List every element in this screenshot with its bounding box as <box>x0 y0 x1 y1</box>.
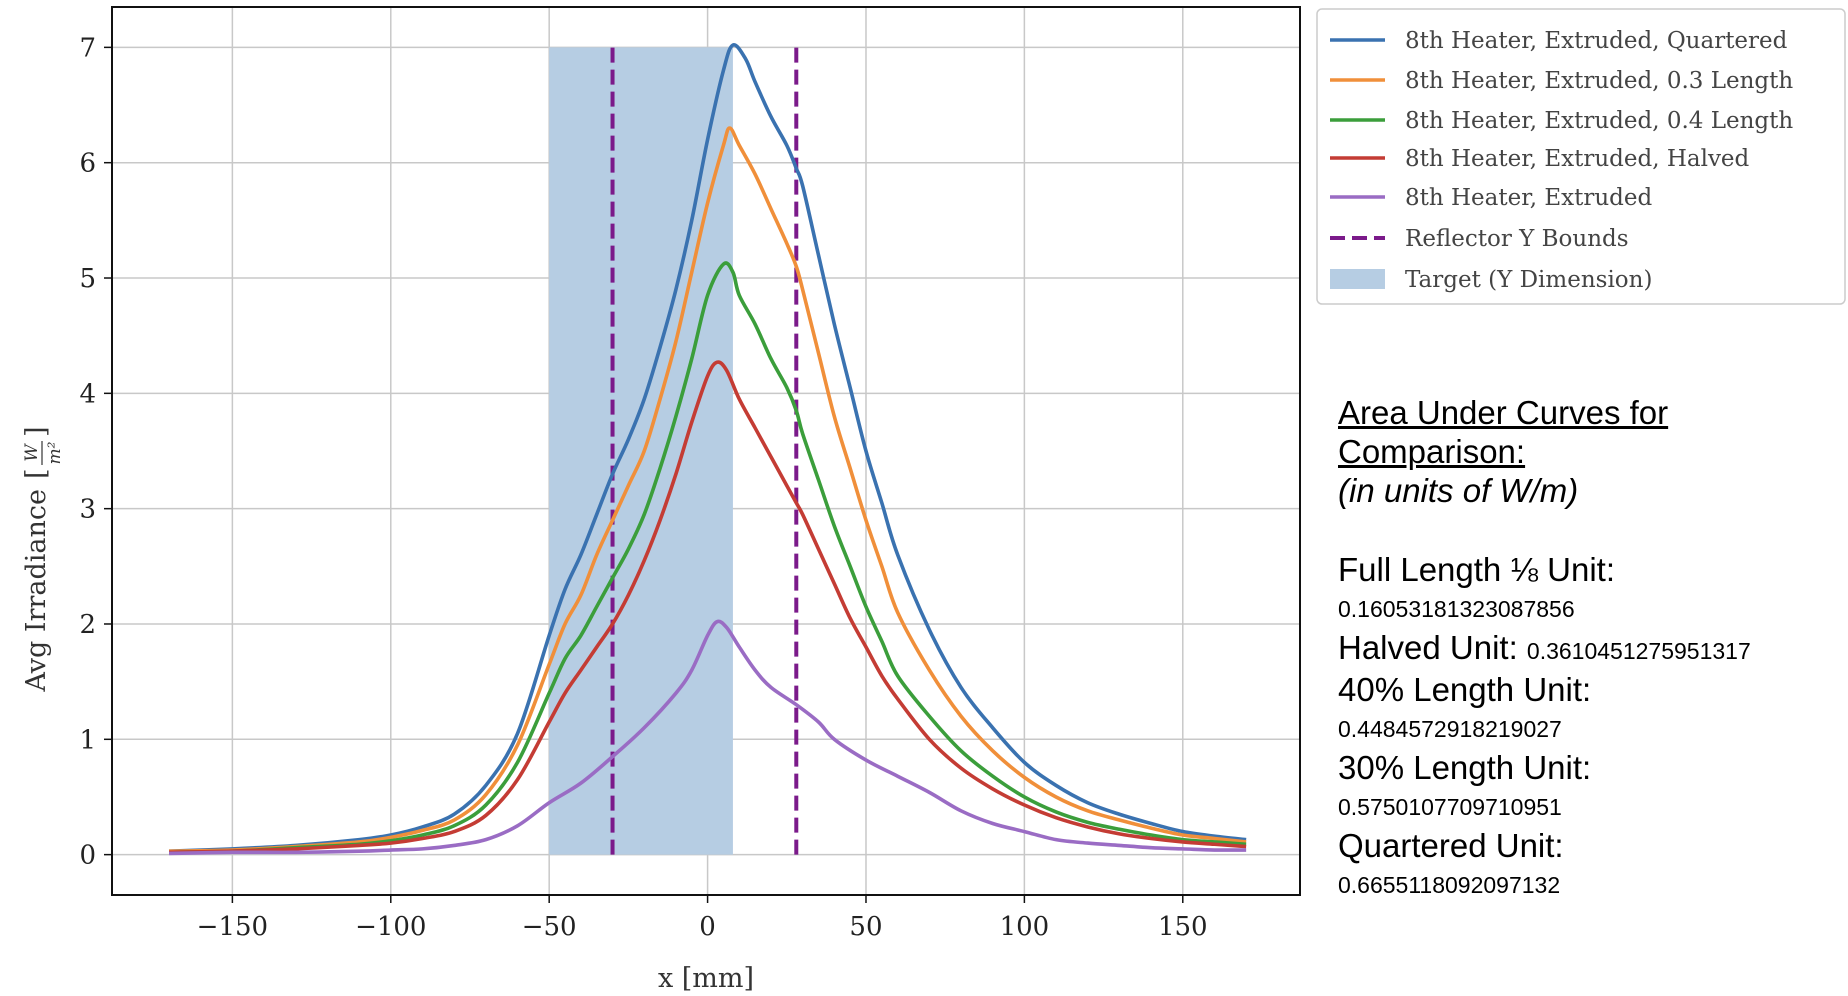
legend-label: 8th Heater, Extruded, 0.3 Length <box>1405 68 1793 94</box>
y-tick-label: 1 <box>79 725 96 755</box>
legend-label: Target (Y Dimension) <box>1405 267 1652 293</box>
legend-box <box>1316 8 1846 305</box>
x-tick-label: −100 <box>355 912 426 942</box>
series-line <box>168 619 1247 856</box>
x-tick-label: 100 <box>1000 912 1050 942</box>
notes-heading-line2: Comparison: <box>1338 433 1526 470</box>
legend-label: 8th Heater, Extruded, Halved <box>1405 146 1750 172</box>
series-lines <box>168 43 1247 856</box>
y-tick-label: 0 <box>79 841 96 871</box>
x-tick-label: −50 <box>522 912 577 942</box>
notes-item-label: Full Length ⅛ Unit: <box>1338 551 1615 588</box>
y-axis-unit-denominator: m² <box>45 441 65 464</box>
notes-item-label: 40% Length Unit: <box>1338 671 1592 708</box>
notes-item-label: Halved Unit: <box>1338 629 1527 666</box>
notes-item-value: 0.3610451275951317 <box>1526 638 1751 664</box>
legend-label: 8th Heater, Extruded, 0.4 Length <box>1405 108 1793 134</box>
legend-label: 8th Heater, Extruded <box>1405 185 1652 211</box>
legend-label: Reflector Y Bounds <box>1405 226 1629 252</box>
notes-item-value: 0.4484572918219027 <box>1338 716 1562 742</box>
legend: 8th Heater, Extruded, Quartered 8th Heate… <box>1316 8 1846 305</box>
reflector-bounds <box>610 47 799 855</box>
y-tick-label: 6 <box>79 149 96 179</box>
y-tick-label: 3 <box>79 495 96 525</box>
x-tick-label: 50 <box>849 912 882 942</box>
plot-frame <box>111 6 1301 896</box>
notes-items: Full Length ⅛ Unit: 0.16053181323087856 Ha… <box>1338 550 1843 904</box>
notes-subheading: (in units of W/m) <box>1338 472 1579 509</box>
series-line <box>168 261 1247 855</box>
x-tick-label: 0 <box>699 912 716 942</box>
series-line <box>168 43 1247 853</box>
notes-heading-line1: Area Under Curves for <box>1338 394 1669 431</box>
notes-item-value: 0.5750107709710951 <box>1338 794 1562 820</box>
y-tick-label: 7 <box>79 33 96 63</box>
notes-item-label: Quartered Unit: <box>1338 827 1564 864</box>
notes-item-value: 0.6655118092097132 <box>1338 872 1561 898</box>
notes-item-label: 30% Length Unit: <box>1338 749 1592 786</box>
legend-label: 8th Heater, Extruded, Quartered <box>1405 28 1788 54</box>
x-tick-label: 150 <box>1158 912 1208 942</box>
y-tick-label: 4 <box>79 379 96 409</box>
y-axis-label-bracket-open: [ <box>21 468 52 479</box>
notes-item-value: 0.16053181323087856 <box>1338 596 1575 622</box>
y-tick-label: 5 <box>79 264 96 294</box>
y-axis-label-text: Avg Irradiance <box>21 489 52 693</box>
notes-item: Halved Unit: 0.3610451275951317 <box>1338 628 1843 670</box>
axis-ticks: −150 −100 −50 0 50 100 150 0 1 2 3 4 5 6 7 <box>79 33 1207 942</box>
notes-spacer <box>1338 510 1843 550</box>
y-axis-label: Avg Irradiance [ W m² ] <box>21 426 65 692</box>
x-tick-label: −150 <box>197 912 268 942</box>
target-region <box>549 47 733 855</box>
series-line <box>168 126 1247 853</box>
y-axis-unit-numerator: W <box>22 443 42 462</box>
legend-swatch <box>1330 269 1385 289</box>
y-axis-label-bracket-close: ] <box>21 426 52 437</box>
y-tick-label: 2 <box>79 610 96 640</box>
series-line <box>168 360 1247 855</box>
x-axis-label: x [mm] <box>658 963 754 994</box>
area-under-curves-notes: Area Under Curves for Comparison: (in un… <box>1338 393 1843 904</box>
